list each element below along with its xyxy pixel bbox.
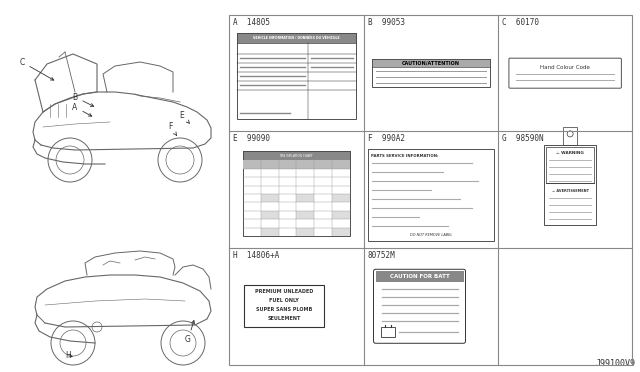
- Text: VEHICLE INFORMATION / DONNÉES DU VÉHICULE: VEHICLE INFORMATION / DONNÉES DU VÉHICUL…: [253, 36, 340, 40]
- Text: B: B: [72, 93, 93, 106]
- Bar: [243, 151, 349, 160]
- Text: G: G: [185, 321, 195, 344]
- Text: ⚠ WARNING: ⚠ WARNING: [556, 151, 584, 155]
- Bar: [332, 228, 349, 236]
- Bar: [546, 147, 594, 183]
- Text: H  14806+A: H 14806+A: [233, 251, 280, 260]
- Bar: [371, 59, 490, 67]
- Bar: [229, 15, 632, 365]
- Text: F  990A2: F 990A2: [367, 134, 404, 144]
- Text: CAUTION/ATTENTION: CAUTION/ATTENTION: [402, 61, 460, 66]
- FancyBboxPatch shape: [509, 58, 621, 88]
- Bar: [544, 145, 596, 225]
- Bar: [261, 194, 278, 202]
- Text: SUPER SANS PLOMB: SUPER SANS PLOMB: [256, 307, 312, 312]
- Bar: [243, 160, 349, 169]
- Text: H: H: [65, 350, 72, 359]
- Bar: [332, 194, 349, 202]
- Text: Hand Colour Code: Hand Colour Code: [540, 65, 590, 70]
- Bar: [243, 151, 349, 236]
- Text: SEULEMENT: SEULEMENT: [268, 316, 301, 321]
- Bar: [563, 127, 577, 145]
- Text: E: E: [180, 110, 189, 124]
- Bar: [381, 327, 394, 337]
- FancyBboxPatch shape: [374, 269, 465, 343]
- Bar: [296, 211, 314, 219]
- Bar: [261, 211, 278, 219]
- Text: A: A: [72, 103, 92, 116]
- Text: CAUTION FOR BATT: CAUTION FOR BATT: [390, 274, 449, 279]
- Text: A  14805: A 14805: [233, 18, 270, 27]
- Text: DO NOT REMOVE LABEL: DO NOT REMOVE LABEL: [410, 233, 452, 237]
- Text: E  99090: E 99090: [233, 134, 270, 144]
- Bar: [296, 194, 314, 202]
- Bar: [237, 33, 355, 119]
- Bar: [332, 211, 349, 219]
- Bar: [376, 271, 463, 282]
- Text: J99100V9: J99100V9: [596, 359, 636, 368]
- Text: 80752M: 80752M: [367, 251, 396, 260]
- Bar: [261, 228, 278, 236]
- Text: G  98590N: G 98590N: [502, 134, 543, 144]
- Text: PREMIUM UNLEADED: PREMIUM UNLEADED: [255, 289, 313, 294]
- Text: FUEL ONLY: FUEL ONLY: [269, 298, 299, 303]
- Text: C: C: [19, 58, 54, 80]
- Bar: [371, 59, 490, 87]
- Bar: [367, 150, 494, 241]
- Bar: [237, 33, 355, 43]
- Text: TIRE INFLATION CHART: TIRE INFLATION CHART: [280, 154, 313, 158]
- Bar: [244, 285, 324, 327]
- Text: ⚠ AVERTISSEMENT: ⚠ AVERTISSEMENT: [552, 189, 589, 193]
- Text: B  99053: B 99053: [367, 18, 404, 27]
- Bar: [296, 228, 314, 236]
- Text: C  60170: C 60170: [502, 18, 539, 27]
- Text: PARTS SERVICE INFORMATION:: PARTS SERVICE INFORMATION:: [371, 154, 438, 158]
- Text: F: F: [168, 122, 177, 135]
